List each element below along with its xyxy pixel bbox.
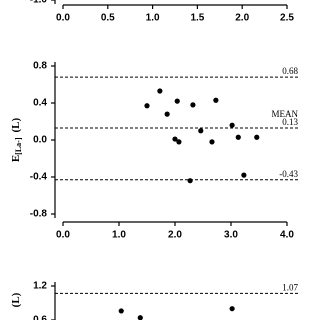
- y-label-unit: (L): [10, 118, 22, 133]
- point: [198, 128, 204, 134]
- x-tick-label: 2.0: [235, 13, 249, 24]
- point: [176, 139, 182, 145]
- x-tick-label: 0.5: [101, 13, 115, 24]
- x-tick-label: 0.0: [56, 230, 70, 241]
- y-tick-label: 0.0: [33, 135, 47, 146]
- y-label-symbol: E: [10, 155, 22, 162]
- point: [164, 111, 170, 117]
- point: [213, 97, 219, 103]
- x-tick-label: 1.5: [190, 13, 204, 24]
- point: [174, 98, 180, 104]
- y-tick-label: 0.4: [33, 98, 47, 109]
- y-tick-label: -1.0: [30, 0, 48, 6]
- point: [190, 102, 196, 108]
- point: [144, 103, 150, 109]
- point: [187, 178, 193, 184]
- y-label-subscript: [La-]: [14, 137, 23, 155]
- point: [229, 306, 235, 312]
- x-tick-label: 1.0: [146, 13, 160, 24]
- y-tick-label: 0.6: [33, 315, 47, 320]
- point: [235, 134, 241, 140]
- y-tick-label: -0.8: [30, 209, 48, 220]
- x-tick-label: 3.0: [224, 230, 238, 241]
- y-axis-label: E[La-] (L): [10, 118, 23, 163]
- point: [172, 136, 178, 142]
- reference-value: -0.43: [279, 169, 298, 179]
- x-tick-label: 1.0: [112, 230, 126, 241]
- reference-value: 0.68: [282, 66, 298, 76]
- point: [254, 134, 260, 140]
- x-tick-label: 2.0: [168, 230, 182, 241]
- y-tick-label: -0.4: [30, 172, 48, 183]
- x-tick-label: 4.0: [280, 230, 294, 241]
- x-tick-label: 2.5: [280, 13, 294, 24]
- point: [241, 172, 247, 178]
- y-label-unit: (L): [10, 292, 22, 307]
- x-tick-label: 0.0: [56, 13, 70, 24]
- reference-label: MEAN: [272, 109, 299, 119]
- reference-value: 1.07: [282, 282, 298, 292]
- point: [157, 88, 163, 94]
- point: [209, 139, 215, 145]
- reference-value: 0.13: [282, 117, 298, 127]
- point: [137, 315, 143, 320]
- point: [118, 308, 124, 314]
- y-tick-label: 1.2: [33, 281, 47, 292]
- y-axis-label: (L): [10, 292, 22, 307]
- y-tick-label: 0.8: [33, 61, 47, 72]
- point: [229, 122, 235, 128]
